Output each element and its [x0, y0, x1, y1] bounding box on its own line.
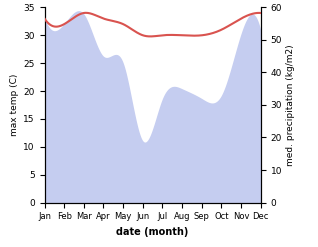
Y-axis label: max temp (C): max temp (C) [10, 74, 19, 136]
X-axis label: date (month): date (month) [116, 227, 189, 237]
Y-axis label: med. precipitation (kg/m2): med. precipitation (kg/m2) [286, 44, 295, 166]
